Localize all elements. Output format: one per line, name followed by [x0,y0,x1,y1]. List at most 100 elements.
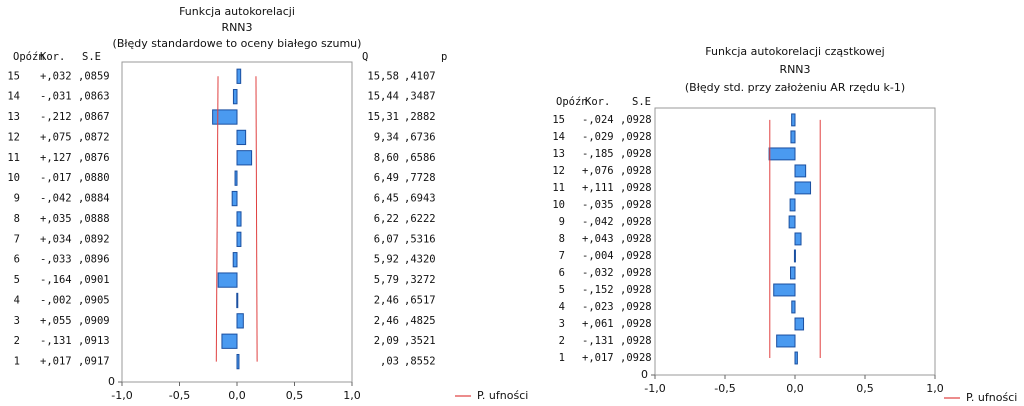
p-label: ,5316 [404,233,436,245]
bar [794,351,798,365]
q-label: 15,58 [367,70,399,82]
p-label: ,4107 [404,70,436,82]
p-label: ,3487 [404,91,436,103]
correlation-label: -,035 [582,199,614,211]
correlation-label: -,023 [582,301,614,313]
se-label: ,0928 [620,318,652,330]
chart-subtitle: RNN3 [221,21,252,34]
se-label: ,0928 [620,301,652,313]
lag-label: 7 [14,233,20,245]
p-label: ,6586 [404,152,436,164]
correlation-label: +,017 [582,352,614,364]
chart-subtitle: (Błędy standardowe to oceny białego szum… [113,37,362,50]
lag-label: 14 [7,91,20,103]
se-label: ,0928 [620,267,652,279]
se-label: ,0928 [620,182,652,194]
x-tick-label: 0,0 [228,389,246,402]
lag-label: 3 [559,318,565,330]
se-label: ,0872 [78,131,110,143]
correlation-label: +,035 [40,213,72,225]
bar [221,333,238,349]
q-label: 6,22 [374,213,399,225]
column-header: S.E [82,51,101,63]
q-label: 8,60 [374,152,399,164]
correlation-label: -,002 [40,294,72,306]
lag-label: 8 [14,213,20,225]
lag-label: 1 [14,356,20,368]
bar [776,334,796,348]
x-tick-label: 1,0 [343,389,361,402]
bar [788,215,796,229]
x-tick-label: 1,0 [926,382,944,395]
correlation-label: +,061 [582,318,614,330]
lag-label: 15 [552,114,565,126]
x-tick-label: -1,0 [111,389,132,402]
se-label: ,0884 [78,193,110,205]
legend-label: P. ufności [477,389,528,402]
se-label: ,0928 [620,352,652,364]
x-tick-label: -1,0 [644,382,665,395]
q-label: 6,49 [374,172,399,184]
correlation-label: -,032 [582,267,614,279]
correlation-label: +,055 [40,315,72,327]
x-tick-label: 0,5 [856,382,874,395]
correlation-label: +,076 [582,165,614,177]
bar [773,283,796,297]
correlation-label: -,004 [582,250,614,262]
correlation-label: +,043 [582,233,614,245]
correlation-label: -,042 [582,216,614,228]
q-label: 2,46 [374,294,399,306]
lag-label: 6 [559,267,565,279]
bar [236,150,253,166]
column-header: Q [362,51,368,63]
p-label: ,6943 [404,193,436,205]
bar [791,113,796,127]
chart-subtitle: (Błędy std. przy założeniu AR rzędu k-1) [685,81,905,94]
lag-label: 12 [552,165,565,177]
y-tick-label: 0 [108,375,115,388]
p-label: ,7728 [404,172,436,184]
se-label: ,0928 [620,199,652,211]
lag-label: 7 [559,250,565,262]
correlation-label: -,042 [40,193,72,205]
bar [236,353,240,370]
y-tick-label: 0 [641,368,648,381]
correlation-label: +,075 [40,131,72,143]
lag-label: 3 [14,315,20,327]
bar [231,190,238,207]
q-label: 9,34 [374,131,399,143]
lag-label: 5 [559,284,565,296]
confidence-limit [255,76,258,362]
correlation-label: -,029 [582,131,614,143]
se-label: ,0928 [620,233,652,245]
correlation-label: +,034 [40,233,72,245]
lag-label: 15 [7,70,20,82]
bar [236,129,247,146]
se-label: ,0917 [78,356,110,368]
correlation-label: -,212 [40,111,72,123]
bar [791,300,796,314]
p-label: ,6517 [404,294,436,306]
se-label: ,0928 [620,165,652,177]
lag-label: 2 [14,335,20,347]
q-label: 15,31 [367,111,399,123]
column-header: S.E [632,96,651,108]
bar [212,109,238,125]
se-label: ,0892 [78,233,110,245]
bar [236,68,242,84]
bar [236,292,239,309]
lag-label: 5 [14,274,20,286]
lag-label: 11 [7,152,20,164]
lag-label: 9 [559,216,565,228]
bar [232,252,238,268]
p-label: ,3272 [404,274,436,286]
lag-label: 12 [7,131,20,143]
confidence-limit [215,76,219,362]
bar [234,170,238,186]
bar [794,232,802,246]
column-header: Kor. [585,96,610,108]
x-tick-label: -0,5 [714,382,735,395]
p-label: ,4825 [404,315,436,327]
correlation-label: +,111 [582,182,614,194]
